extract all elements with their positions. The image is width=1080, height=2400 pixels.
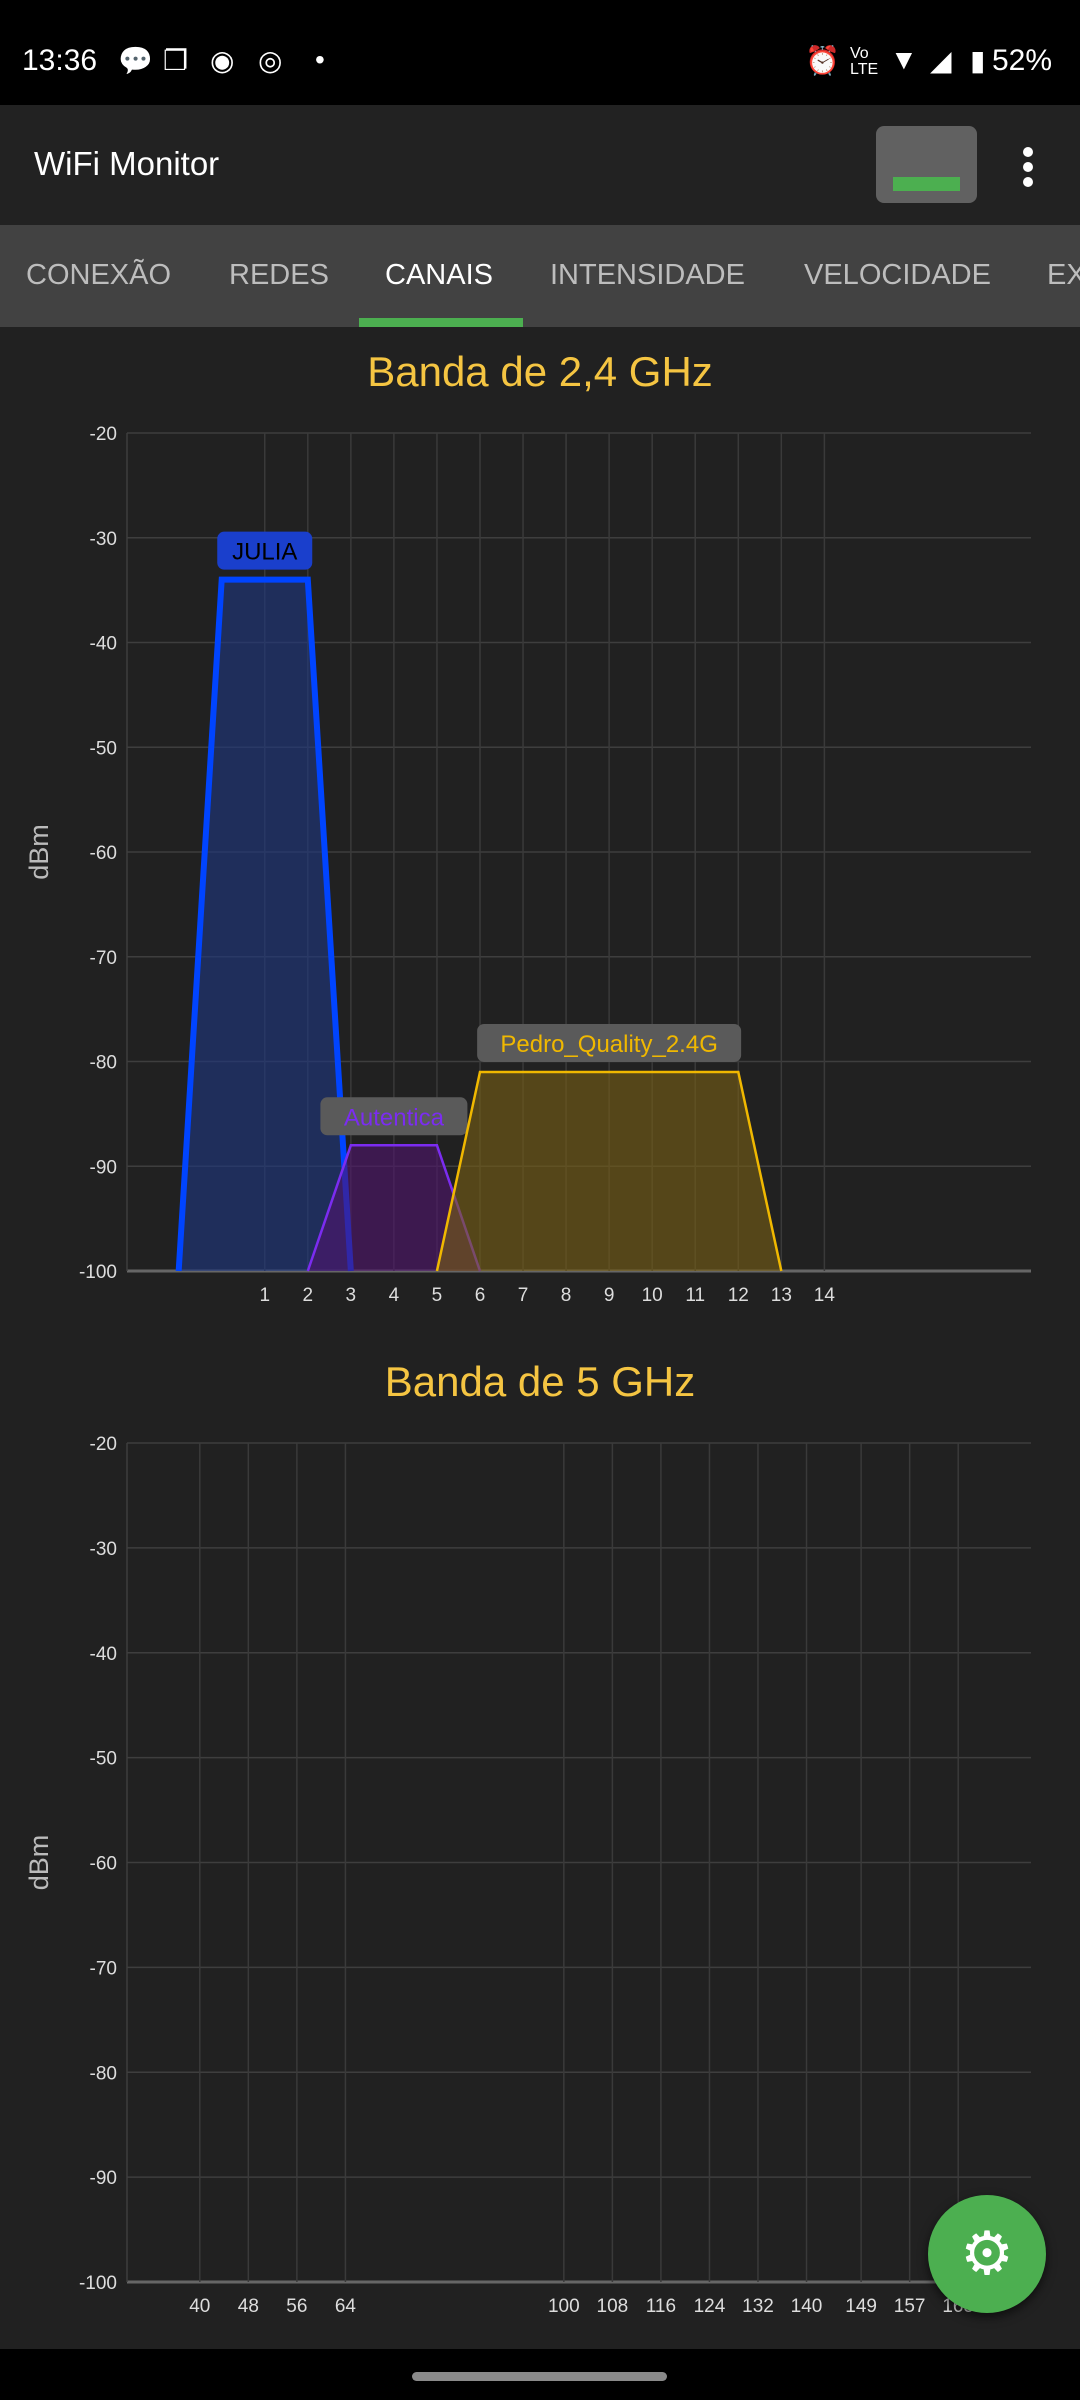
y-tick-label: -80	[90, 1053, 117, 1074]
network-area-Pedro_Quality_2.4G	[436, 1071, 782, 1271]
network-label-bg	[217, 531, 313, 570]
y-tick-label: -100	[79, 2273, 117, 2294]
y-tick-label: -40	[90, 1644, 117, 1665]
tab-bar: CONEXÃO REDES CANAIS INTENSIDADE VELOCID…	[0, 225, 1080, 327]
y-tick-label: -50	[90, 738, 117, 759]
x-tick-label: 149	[845, 2296, 877, 2317]
x-tick-label: 2	[303, 1285, 314, 1306]
y-tick-label: -50	[90, 1749, 117, 1770]
network-label: Autentica	[344, 1104, 445, 1131]
chat-bubble-icon: 💬	[118, 45, 153, 76]
y-tick-label: -20	[90, 1434, 117, 1455]
messages-icon: ❐	[163, 45, 189, 76]
battery-icon: ▮	[970, 45, 986, 76]
chart-5ghz: -20 -30 -40 -50 -60 -70 -80 -90 -100 40 48 56 64 100 1…	[24, 1434, 1031, 2317]
settings-button[interactable]: ⚙	[928, 2195, 1046, 2313]
x-tick-label: 124	[694, 2296, 726, 2317]
messenger-icon: ◉	[210, 45, 235, 76]
y-tick-label: -80	[90, 2063, 117, 2084]
battery-level: 52%	[992, 44, 1053, 77]
tab-conexao[interactable]: CONEXÃO	[26, 259, 172, 291]
x-tick-label: 9	[604, 1285, 615, 1306]
indicator-bar	[893, 177, 960, 191]
x-tick-label: 132	[742, 2296, 774, 2317]
more-options-icon[interactable]	[1018, 147, 1038, 187]
x-tick-label: 10	[642, 1285, 663, 1306]
x-tick-label: 116	[646, 2296, 676, 2317]
network-label-bg	[477, 1023, 742, 1062]
app-title: WiFi Monitor	[34, 145, 220, 182]
y-tick-label: -90	[90, 2168, 117, 2189]
x-tick-label: 12	[728, 1285, 749, 1306]
x-tick-label: 14	[814, 1285, 836, 1306]
y-axis-label: dBm	[24, 1835, 54, 1891]
network-area-Autentica	[307, 1145, 480, 1271]
app-bar: WiFi Monitor	[0, 105, 1080, 225]
network-label: JULIA	[232, 539, 297, 566]
x-tick-label: 11	[685, 1285, 705, 1306]
y-tick-label: -20	[90, 424, 117, 445]
y-tick-label: -90	[90, 1157, 117, 1178]
x-tick-label: 7	[518, 1285, 529, 1306]
dot-icon: •	[315, 44, 325, 75]
tab-canais[interactable]: CANAIS	[385, 259, 493, 291]
network-line-JULIA	[175, 576, 354, 1272]
tab-velocidade[interactable]: VELOCIDADE	[804, 259, 991, 291]
x-tick-label: 48	[238, 2296, 259, 2317]
tab-more[interactable]: EX	[1047, 259, 1080, 291]
network-area-JULIA	[178, 579, 351, 1271]
signal-icon: ◢	[930, 45, 952, 76]
x-tick-label: 13	[771, 1285, 792, 1306]
network-label: Pedro_Quality_2.4G	[500, 1031, 717, 1058]
instagram-icon: ◎	[258, 45, 283, 76]
x-tick-label: 157	[894, 2296, 926, 2317]
status-bar: 13:36 💬 ❐ ◉ ◎ • ⏰ Vo LTE ▼ ◢ ▮ 52%	[0, 0, 1080, 105]
tab-redes[interactable]: REDES	[229, 259, 329, 291]
gear-icon: ⚙	[960, 2220, 1014, 2287]
x-tick-label: 40	[189, 2296, 210, 2317]
x-tick-label: 1	[259, 1285, 270, 1306]
volte-icon: Vo LTE	[850, 45, 879, 78]
y-tick-label: -60	[90, 1854, 117, 1875]
x-tick-label: 108	[597, 2296, 629, 2317]
chart-title-24ghz: Banda de 2,4 GHz	[367, 348, 713, 395]
y-tick-label: -60	[90, 843, 117, 864]
status-indicator-button[interactable]	[876, 126, 977, 203]
x-tick-label: 8	[561, 1285, 572, 1306]
y-tick-label: -30	[90, 1539, 117, 1560]
clock: 13:36	[22, 44, 98, 77]
x-tick-label: 3	[346, 1285, 357, 1306]
x-tick-label: 64	[335, 2296, 357, 2317]
alarm-icon: ⏰	[805, 45, 840, 76]
y-tick-label: -100	[79, 1262, 117, 1283]
y-tick-label: -70	[90, 1958, 117, 1979]
wifi-icon: ▼	[890, 44, 918, 75]
x-tick-label: 6	[475, 1285, 486, 1306]
network-label-bg	[320, 1097, 468, 1136]
navigation-bar	[0, 2349, 1080, 2400]
x-tick-label: 4	[389, 1285, 400, 1306]
network-line-Pedro_Quality_2.4G	[435, 1070, 783, 1272]
tab-intensidade[interactable]: INTENSIDADE	[550, 259, 745, 291]
x-tick-label: 56	[286, 2296, 307, 2317]
x-tick-label: 100	[548, 2296, 580, 2317]
x-tick-label: 5	[432, 1285, 443, 1306]
y-tick-label: -70	[90, 948, 117, 969]
home-handle[interactable]	[412, 2372, 667, 2381]
x-tick-label: 140	[791, 2296, 823, 2317]
y-axis-label: dBm	[24, 824, 54, 880]
y-tick-label: -30	[90, 529, 117, 550]
y-tick-label: -40	[90, 634, 117, 655]
active-tab-indicator	[359, 318, 523, 327]
chart-title-5ghz: Banda de 5 GHz	[384, 1358, 696, 1405]
